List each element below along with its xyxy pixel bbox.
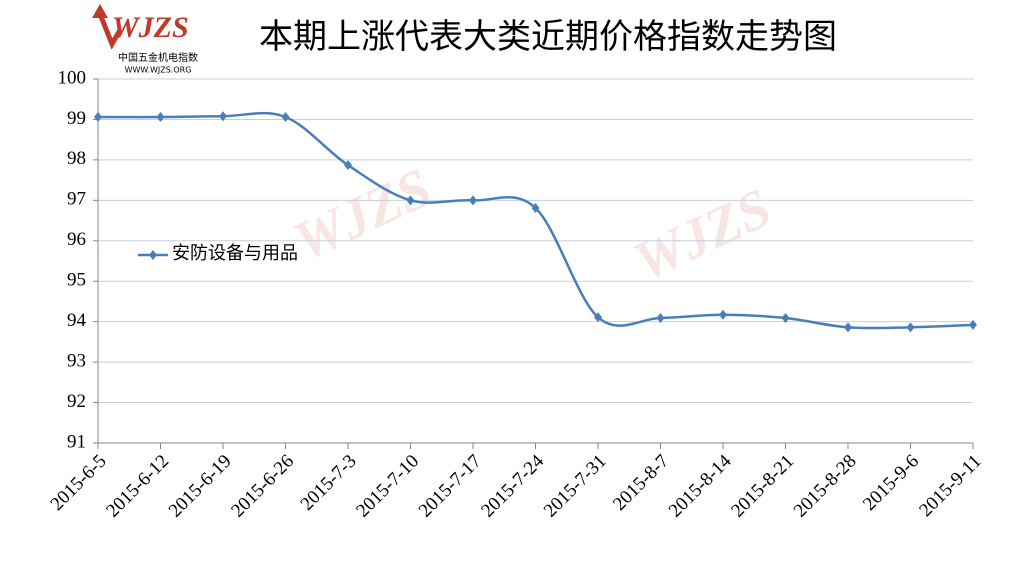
x-tick-label: 2015-7-3 xyxy=(297,451,361,515)
y-tick-label: 93 xyxy=(67,350,86,371)
x-tick-label: 2015-7-31 xyxy=(540,451,611,522)
marker xyxy=(719,309,727,320)
marker xyxy=(781,313,790,324)
marker xyxy=(219,111,227,122)
logo-stroke xyxy=(97,13,123,50)
x-tick-label: 2015-9-6 xyxy=(859,451,923,515)
marker xyxy=(844,322,852,333)
x-tick-label: 2015-8-7 xyxy=(609,451,673,515)
marker xyxy=(344,160,352,171)
marker xyxy=(469,195,477,206)
y-tick-label: 98 xyxy=(67,148,86,169)
logo: WJZS 中国五金机电指数 WWW.WJZS.ORG xyxy=(92,4,198,75)
y-tick-label: 94 xyxy=(67,310,87,331)
logo-name: 中国五金机电指数 xyxy=(118,51,198,64)
logo-arrow xyxy=(92,4,108,18)
x-tick-label: 2015-9-11 xyxy=(915,451,985,521)
marker xyxy=(656,313,665,324)
x-tick-label: 2015-8-14 xyxy=(665,450,736,521)
marker xyxy=(94,112,102,123)
x-tick-label: 2015-6-12 xyxy=(102,451,173,522)
watermarks: WJZS WJZS xyxy=(285,157,781,294)
marker xyxy=(531,203,540,214)
y-tick-label: 92 xyxy=(67,391,86,412)
chart-title: 本期上涨代表大类近期价格指数走势图 xyxy=(259,18,837,56)
x-tick-label: 2015-6-26 xyxy=(227,451,298,522)
x-tick-label: 2015-8-21 xyxy=(727,451,798,522)
y-tick-label: 99 xyxy=(67,108,86,129)
legend-marker xyxy=(149,250,157,260)
marker xyxy=(906,322,915,333)
x-tick-label: 2015-8-28 xyxy=(790,451,861,522)
x-tick-label: 2015-7-17 xyxy=(415,451,486,522)
marker xyxy=(281,112,290,123)
y-tick-label: 96 xyxy=(67,229,86,250)
x-tick-label: 2015-6-19 xyxy=(165,451,236,522)
x-tick-label: 2015-7-24 xyxy=(477,450,548,521)
legend-label: 安防设备与用品 xyxy=(172,243,298,263)
x-tick-label: 2015-6-5 xyxy=(47,451,111,515)
series-line xyxy=(97,111,974,330)
y-tick-label: 100 xyxy=(58,67,87,88)
y-tick-label: 91 xyxy=(67,431,86,452)
marker xyxy=(594,312,602,323)
y-tick-label: 97 xyxy=(67,189,86,210)
logo-url: WWW.WJZS.ORG xyxy=(125,66,192,75)
logo-mark: WJZS xyxy=(112,11,189,44)
watermark: WJZS xyxy=(625,177,781,294)
marker xyxy=(406,195,415,206)
y-tick-label: 95 xyxy=(67,270,86,291)
x-tick-label: 2015-7-10 xyxy=(352,451,423,522)
marker xyxy=(969,319,977,330)
marker xyxy=(156,112,165,123)
